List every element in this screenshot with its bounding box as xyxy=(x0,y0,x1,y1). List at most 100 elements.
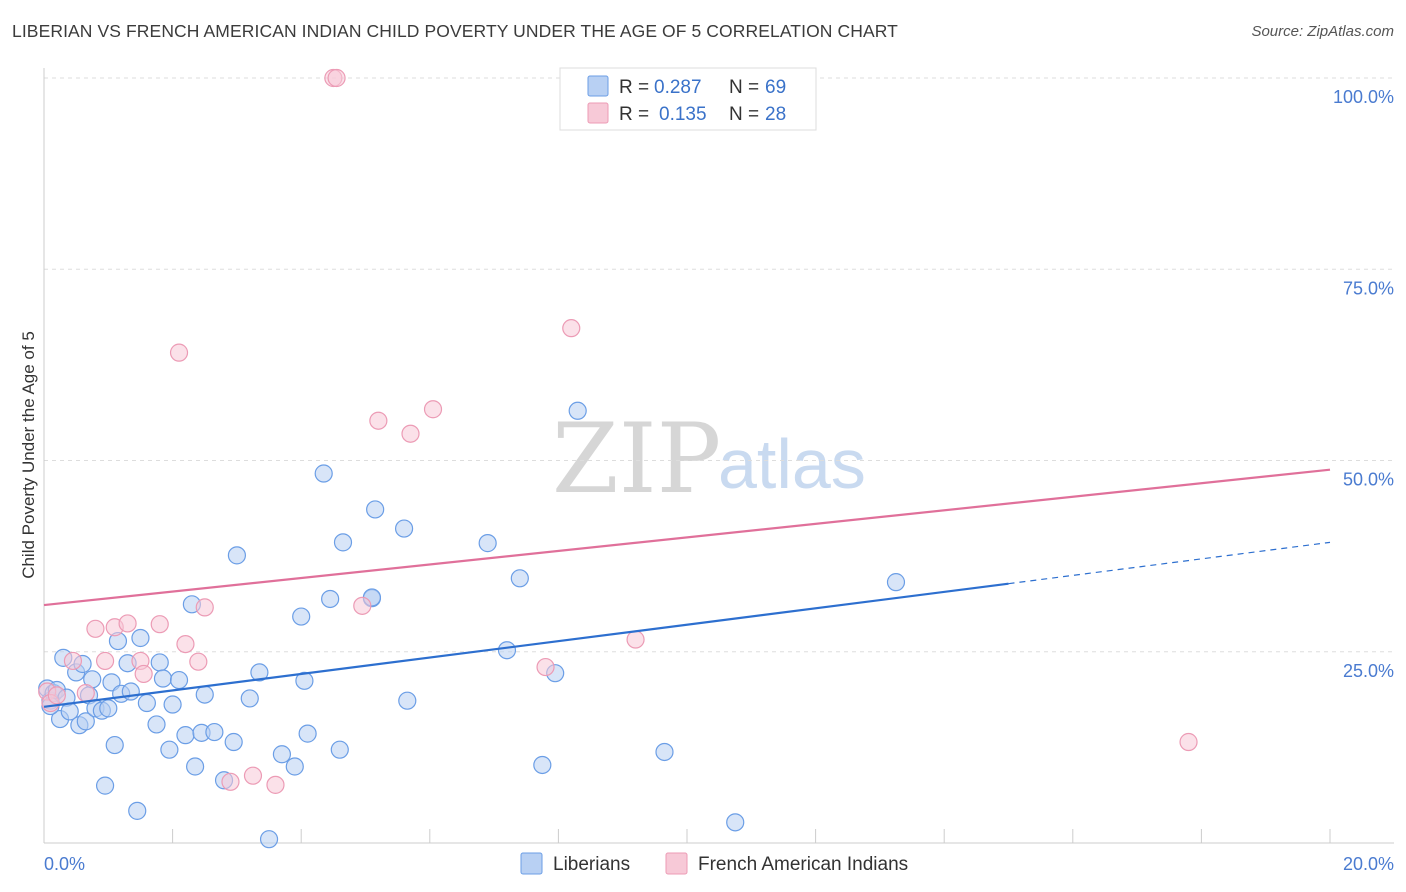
series-legend-label-liberians: Liberians xyxy=(553,854,630,875)
y-tick-label-1: 50.0% xyxy=(1343,470,1394,490)
legend-r-label-0: R = xyxy=(619,77,649,98)
liberian-point-28 xyxy=(150,653,169,672)
french-american-indian-point-13 xyxy=(176,634,195,654)
gridlines xyxy=(44,77,1394,653)
french-american-indian-point-16 xyxy=(221,772,240,791)
french-american-indian-point-22 xyxy=(369,411,388,430)
french-american-indian-trend-line xyxy=(43,468,1331,607)
liberian-point-63 xyxy=(568,401,587,420)
y-tick-label-2: 75.0% xyxy=(1343,278,1394,298)
legend-n-value-1: 28 xyxy=(765,104,786,125)
watermark: ZIP atlas xyxy=(552,403,866,515)
french-american-indian-point-24 xyxy=(423,400,443,419)
liberian-point-42 xyxy=(240,689,259,708)
legend-n-label-0: N = xyxy=(729,77,759,98)
series-legend-swatch-french-american-indians xyxy=(665,852,688,875)
trend-lines xyxy=(43,468,1331,708)
liberian-point-11 xyxy=(76,712,95,731)
series-legend-label-french-american-indians: French American Indians xyxy=(698,854,908,875)
legend-r-label-1: R = xyxy=(619,104,649,125)
french-american-indian-point-2 xyxy=(47,686,66,705)
liberian-point-58 xyxy=(478,534,497,553)
legend-swatch-liberians xyxy=(587,75,609,97)
liberian-point-48 xyxy=(295,671,314,690)
french-american-indian-point-12 xyxy=(169,343,189,362)
liberian-point-38 xyxy=(205,722,224,742)
liberian-trend-extension xyxy=(1008,541,1331,585)
liberian-point-51 xyxy=(321,589,340,609)
french-american-indian-point-17 xyxy=(243,766,263,785)
series-legend-swatch-liberians xyxy=(520,852,543,875)
y-axis-tick-labels: 25.0% 50.0% 75.0% 100.0% xyxy=(1333,87,1394,681)
watermark-zip: ZIP xyxy=(552,403,721,515)
liberian-point-37 xyxy=(195,685,214,704)
french-american-indian-point-14 xyxy=(189,652,208,671)
liberian-point-31 xyxy=(163,695,182,714)
liberian-trend-line xyxy=(43,582,1009,708)
french-american-indian-point-5 xyxy=(86,619,105,638)
liberian-point-66 xyxy=(886,573,906,592)
liberian-point-43 xyxy=(250,663,269,682)
stats-legend: R = 0.287 N = 69 R = 0.135 N = 28 xyxy=(559,67,817,131)
x-tick-label-max: 20.0% xyxy=(1343,854,1394,874)
liberian-point-41 xyxy=(227,546,246,565)
liberian-point-27 xyxy=(147,715,166,734)
french-american-indian-point-18 xyxy=(266,775,285,794)
legend-n-value-0: 69 xyxy=(765,77,786,98)
data-points xyxy=(38,68,1198,849)
x-axis-ticks xyxy=(43,829,1331,843)
y-tick-label-0: 25.0% xyxy=(1343,661,1394,681)
liberian-point-24 xyxy=(128,801,147,820)
liberian-point-60 xyxy=(510,569,529,588)
liberian-point-44 xyxy=(259,830,279,849)
x-tick-label-min: 0.0% xyxy=(44,854,85,874)
liberian-point-47 xyxy=(292,607,311,626)
liberian-point-40 xyxy=(224,732,243,752)
liberian-point-57 xyxy=(398,691,417,710)
liberian-point-46 xyxy=(285,757,304,776)
french-american-indian-point-26 xyxy=(562,319,581,338)
french-american-indian-point-20 xyxy=(327,68,346,88)
french-american-indian-point-4 xyxy=(76,683,95,703)
liberian-point-25 xyxy=(131,628,150,648)
liberian-point-52 xyxy=(330,740,349,759)
series-legend: Liberians French American Indians xyxy=(520,852,908,875)
liberian-point-32 xyxy=(169,670,189,690)
chart-source: Source: ZipAtlas.com xyxy=(1251,23,1394,40)
legend-swatch-french-american-indians xyxy=(587,102,609,124)
liberian-point-61 xyxy=(533,755,552,775)
liberian-point-50 xyxy=(314,464,333,483)
french-american-indian-point-23 xyxy=(401,424,420,443)
liberian-point-64 xyxy=(655,742,674,762)
french-american-indian-point-27 xyxy=(626,630,645,649)
legend-r-value-0: 0.287 xyxy=(654,77,702,98)
french-american-indian-point-11 xyxy=(150,615,169,634)
liberian-point-16 xyxy=(95,776,115,795)
y-axis-label: Child Poverty Under the Age of 5 xyxy=(19,331,38,579)
liberian-point-65 xyxy=(726,813,745,832)
french-american-indian-point-10 xyxy=(134,664,153,684)
liberian-point-17 xyxy=(99,699,118,718)
liberian-point-26 xyxy=(137,693,156,713)
legend-n-label-1: N = xyxy=(729,104,759,125)
liberian-point-56 xyxy=(394,519,414,538)
liberian-point-19 xyxy=(105,735,124,755)
liberian-point-35 xyxy=(186,757,205,776)
liberian-point-30 xyxy=(160,740,179,759)
liberian-point-59 xyxy=(497,641,517,660)
liberian-point-55 xyxy=(366,500,385,519)
liberian-point-53 xyxy=(333,533,353,552)
watermark-atlas: atlas xyxy=(718,425,866,503)
french-american-indian-point-21 xyxy=(353,596,372,615)
y-tick-label-3: 100.0% xyxy=(1333,87,1394,107)
french-american-indian-point-28 xyxy=(1179,732,1198,752)
legend-r-value-1: 0.135 xyxy=(659,104,707,125)
liberian-point-45 xyxy=(272,745,292,764)
french-american-indian-point-25 xyxy=(536,657,555,677)
liberian-point-49 xyxy=(298,724,317,743)
chart-title: LIBERIAN VS FRENCH AMERICAN INDIAN CHILD… xyxy=(12,21,898,41)
french-american-indian-point-6 xyxy=(95,651,115,671)
french-american-indian-point-8 xyxy=(118,614,137,633)
french-american-indian-point-3 xyxy=(63,651,83,671)
